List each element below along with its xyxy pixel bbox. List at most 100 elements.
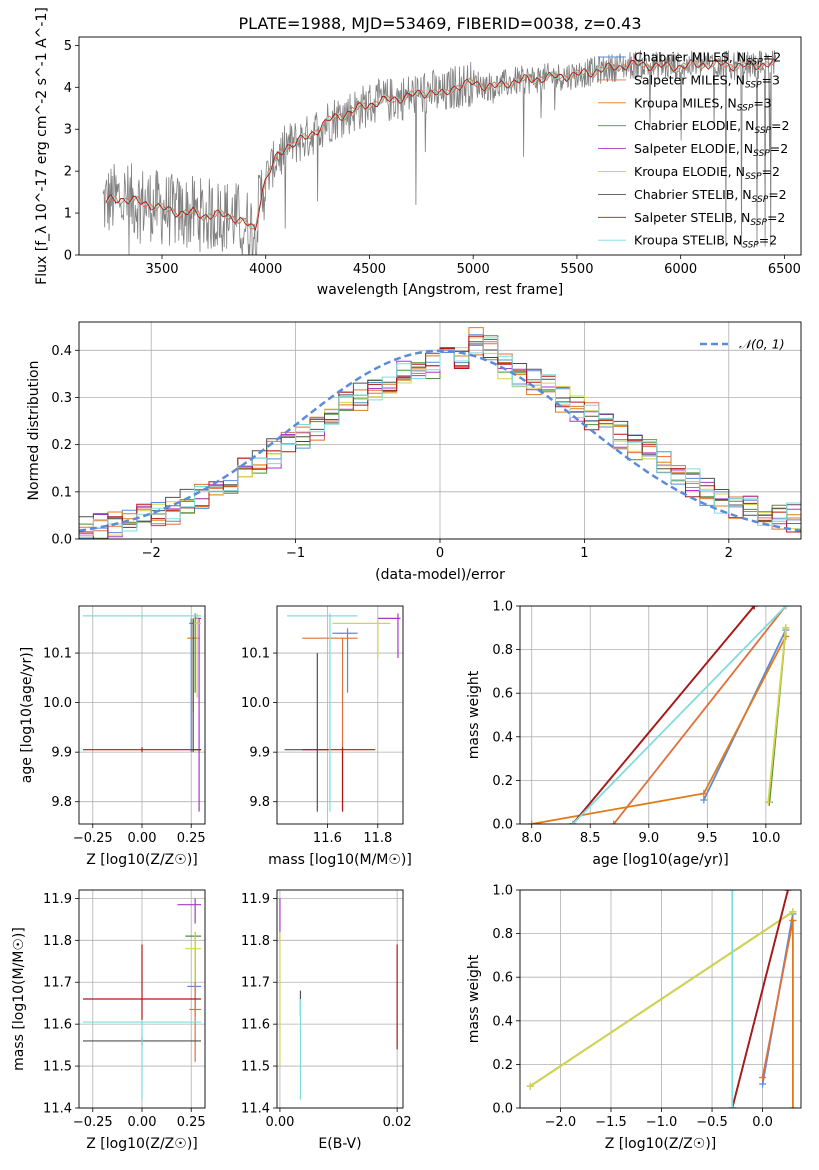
plus-marker — [782, 624, 790, 632]
x-tick-label: 8.0 — [521, 831, 542, 846]
data-point — [185, 931, 202, 983]
y-tick-label: 3 — [64, 123, 72, 138]
x-tick-label: 4000 — [249, 262, 282, 277]
weight-line — [572, 606, 787, 824]
x-tick-label: −0.5 — [696, 1115, 728, 1130]
data-point — [185, 931, 202, 983]
plot-area — [284, 613, 401, 812]
y-tick-label: 11.5 — [43, 1060, 72, 1075]
data-point — [82, 944, 202, 1020]
plus-marker — [700, 789, 708, 797]
y-tick-label: 4 — [64, 81, 72, 96]
y-tick-label: 0.0 — [51, 533, 72, 548]
x-tick-label: 0.25 — [177, 831, 206, 846]
y-tick-label: 9.8 — [249, 795, 270, 810]
legend-entry: 𝒩(0, 1) — [739, 337, 785, 352]
y-tick-label: 10.0 — [241, 696, 270, 711]
x-axis-label: Z [log10(Z/Z☉)] — [86, 852, 198, 868]
y-tick-label: 1 — [64, 207, 72, 222]
legend-entry-text: =3 — [753, 95, 771, 110]
plus-marker — [789, 1104, 797, 1108]
plot-area — [279, 898, 398, 1100]
plot-area — [526, 890, 797, 1108]
y-tick-label: 11.7 — [43, 976, 72, 991]
legend-entry-subscript: SSP — [750, 218, 767, 228]
y-tick-label: 9.9 — [51, 746, 72, 761]
plus-marker — [789, 917, 797, 925]
x-tick-label: 4500 — [353, 262, 386, 277]
y-tick-label: 9.8 — [51, 795, 72, 810]
plus-marker — [750, 606, 758, 610]
y-tick-label: 0.3 — [51, 391, 72, 406]
legend-entry-text: Salpeter STELIB, N — [634, 210, 750, 225]
legend-entry-text: =3 — [762, 72, 780, 87]
legend-entry-text: Salpeter ELODIE, N — [634, 141, 753, 156]
x-tick-label: 5500 — [560, 262, 593, 277]
y-tick-label: 11.4 — [241, 1102, 270, 1117]
x-axis-label: E(B-V) — [318, 1136, 361, 1152]
legend-entry-text: Chabrier STELIB, N — [634, 187, 752, 202]
plus-marker — [526, 1082, 534, 1090]
legend-entry: Salpeter MILES, NSSP=3 — [634, 72, 780, 90]
y-axis-label: mass weight — [466, 954, 482, 1043]
data-point — [302, 747, 376, 812]
axes-frame — [276, 889, 404, 1109]
y-tick-label: 0.1 — [51, 485, 72, 500]
data-point — [284, 653, 328, 812]
data-point — [187, 965, 202, 1016]
axes-frame — [78, 605, 206, 825]
panel-spectrum: 3500 4000 4500 5000 5500 6000 6500 0 1 2 3 4 5 wavele… — [34, 7, 802, 298]
y-tick-label: 1.0 — [492, 884, 513, 899]
plot-area — [102, 50, 777, 255]
x-tick-label: −0.25 — [73, 1115, 113, 1130]
x-tick-label: 0.25 — [177, 1115, 206, 1130]
legend-entry-text: =2 — [762, 164, 780, 179]
x-tick-label: 3500 — [145, 262, 178, 277]
y-tick-label: 0.0 — [492, 818, 513, 833]
legend-entry: Salpeter STELIB, NSSP=2 — [634, 210, 785, 228]
y-tick-label: 0.0 — [492, 1102, 513, 1117]
legend-entry-text: Chabrier MILES, N — [634, 50, 746, 65]
x-tick-label: 8.5 — [580, 831, 601, 846]
data-point — [377, 613, 401, 659]
data-point — [287, 613, 358, 812]
data-point — [82, 1019, 202, 1100]
data-point — [193, 613, 202, 698]
legend-entry-subscript: SSP — [746, 58, 763, 68]
data-point — [82, 613, 202, 619]
data-point — [332, 628, 358, 693]
legend-entry-text: =2 — [759, 233, 777, 248]
x-tick-label: 11.6 — [313, 831, 342, 846]
x-tick-label: −2 — [142, 546, 161, 561]
x-tick-label: −1.5 — [595, 1115, 627, 1130]
legend-entry-text: Kroupa ELODIE, N — [634, 164, 745, 179]
axes-frame — [78, 321, 802, 540]
x-tick-label: 9.0 — [638, 831, 659, 846]
x-tick-label: 6500 — [768, 262, 801, 277]
y-tick-label: 0.2 — [492, 774, 513, 789]
panel-mass-vs-EBV: 0.00 0.02 11.4 11.5 11.6 11.7 11.8 11.9 E(B-V) — [241, 889, 412, 1152]
data-point — [332, 618, 391, 659]
weight-line — [767, 627, 787, 803]
x-tick-label: 1 — [580, 546, 588, 561]
legend-entry-text: =2 — [770, 141, 788, 156]
x-tick-label: −2.0 — [545, 1115, 577, 1130]
y-axis-label: mass weight — [466, 670, 482, 759]
plot-area — [82, 613, 202, 812]
legend-entry-text: =2 — [771, 118, 789, 133]
weight-series — [764, 624, 790, 806]
y-tick-label: 0.6 — [492, 687, 513, 702]
panel-massweight-vs-Z: −2.0 −1.5 −1.0 −0.5 0.0 0.0 0.2 0.4 0.6 0.8 1.0 Z [… — [466, 884, 802, 1152]
data-point — [82, 747, 202, 753]
model-spectrum-line — [105, 57, 777, 230]
x-axis-label: Z [log10(Z/Z☉)] — [86, 1136, 198, 1152]
plot-layer: 3500 4000 4500 5000 5500 6000 6500 0 1 2 3 4 5 wavele… — [11, 7, 802, 1152]
y-tick-label: 11.7 — [241, 976, 270, 991]
axes-frame — [78, 889, 206, 1109]
x-axis-label: age [log10(age/yr)] — [592, 852, 728, 868]
axes-frame — [519, 889, 802, 1109]
y-axis-label: mass [log10(M/M☉)] — [11, 927, 27, 1071]
legend-entry-text: =2 — [763, 50, 781, 65]
weight-line — [761, 920, 794, 1078]
